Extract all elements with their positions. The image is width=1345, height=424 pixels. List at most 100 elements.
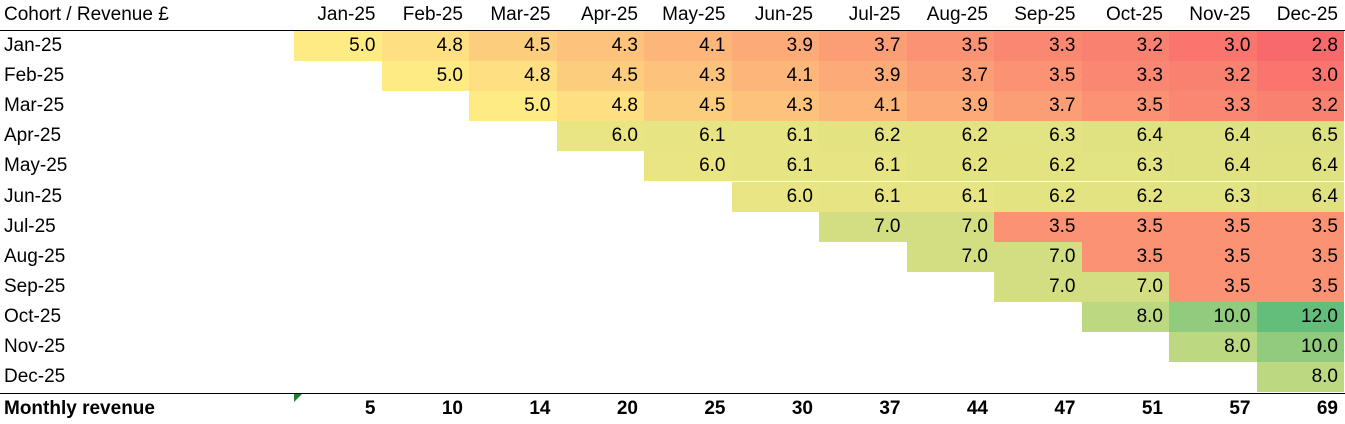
column-header: Feb-25 <box>402 4 463 25</box>
total-value: 51 <box>1141 398 1163 419</box>
heatmap-cell: 6.4 <box>1256 151 1344 182</box>
heatmap-cell: 6.4 <box>1081 121 1169 152</box>
heatmap-cell: 3.5 <box>1256 241 1344 272</box>
total-value: 10 <box>441 398 463 419</box>
heatmap-cell: 3.9 <box>819 61 907 92</box>
heatmap-cell: 4.3 <box>644 61 732 92</box>
heatmap-cell: 4.5 <box>556 61 644 92</box>
row-label: Jul-25 <box>4 215 56 237</box>
heatmap-cell: 4.1 <box>731 61 819 92</box>
heatmap-cell: 3.9 <box>906 91 994 122</box>
heatmap-cell: 7.0 <box>994 271 1082 302</box>
corner-header: Cohort / Revenue £ <box>4 4 169 25</box>
heatmap-cell: 3.5 <box>1169 241 1257 272</box>
heatmap-cell: 4.3 <box>731 91 819 122</box>
row-label: Feb-25 <box>4 65 65 87</box>
heatmap-cell: 4.8 <box>556 91 644 122</box>
total-row-label: Monthly revenue <box>4 398 155 419</box>
heatmap-cell: 12.0 <box>1256 301 1344 332</box>
heatmap-cell: 10.0 <box>1256 332 1344 362</box>
column-header: Jul-25 <box>848 4 901 25</box>
heatmap-cell: 6.2 <box>1081 181 1169 212</box>
heatmap-cell: 3.7 <box>994 91 1082 122</box>
heatmap-cell: 6.5 <box>1256 121 1344 152</box>
total-value: 57 <box>1229 398 1251 419</box>
heatmap-cell: 6.2 <box>994 181 1082 212</box>
total-value: 25 <box>704 398 726 419</box>
total-value: 69 <box>1316 398 1338 419</box>
heatmap-cell: 4.5 <box>469 31 557 61</box>
heatmap-cell: 3.7 <box>906 61 994 92</box>
heatmap-cell: 4.8 <box>469 61 557 92</box>
heatmap-cell: 5.0 <box>294 31 382 61</box>
heatmap-cell: 3.5 <box>1081 91 1169 122</box>
total-value: 37 <box>879 398 901 419</box>
column-header: Apr-25 <box>580 4 638 25</box>
heatmap-cell: 3.5 <box>1169 211 1257 242</box>
total-value: 14 <box>529 398 551 419</box>
heatmap-cell: 6.1 <box>906 181 994 212</box>
total-rule <box>0 393 1345 394</box>
heatmap-cell: 4.1 <box>819 91 907 122</box>
heatmap-cell: 6.1 <box>731 121 819 152</box>
heatmap-cell: 6.2 <box>819 121 907 152</box>
row-label: Apr-25 <box>4 125 62 147</box>
heatmap-cell: 3.2 <box>1256 91 1344 122</box>
heatmap-cell: 6.0 <box>556 121 644 152</box>
row-label: Jan-25 <box>4 35 63 56</box>
heatmap-cell: 3.7 <box>819 31 907 61</box>
total-value: 47 <box>1054 398 1076 419</box>
heatmap-cell: 4.5 <box>644 91 732 122</box>
total-value: 30 <box>791 398 813 419</box>
total-value: 5 <box>364 398 376 419</box>
heatmap-cell: 6.1 <box>819 151 907 182</box>
heatmap-cell: 7.0 <box>1081 271 1169 302</box>
heatmap-cell: 6.1 <box>819 181 907 212</box>
heatmap-cell: 3.3 <box>1169 91 1257 122</box>
heatmap-cell: 3.5 <box>994 61 1082 92</box>
row-label: Aug-25 <box>4 245 66 267</box>
heatmap-cell: 4.1 <box>644 31 732 61</box>
row-label: Dec-25 <box>4 366 66 388</box>
row-label: Jun-25 <box>4 185 63 207</box>
heatmap-cell: 4.8 <box>381 31 469 61</box>
heatmap-cell: 3.2 <box>1169 61 1257 92</box>
heatmap-cell: 3.3 <box>1081 61 1169 92</box>
heatmap-cell: 3.5 <box>994 211 1082 242</box>
heatmap-cell: 6.2 <box>994 151 1082 182</box>
heatmap-cell: 6.1 <box>644 121 732 152</box>
heatmap-cell: 3.0 <box>1256 61 1344 92</box>
comment-flag-icon <box>294 394 302 402</box>
heatmap-cell: 6.3 <box>1081 151 1169 182</box>
header-rule <box>0 30 1345 31</box>
heatmap-cell: 8.0 <box>1256 362 1344 393</box>
column-header: Mar-25 <box>490 4 551 25</box>
heatmap-cell: 6.4 <box>1169 121 1257 152</box>
heatmap-cell: 3.0 <box>1169 31 1257 61</box>
heatmap-cell: 6.3 <box>1169 181 1257 212</box>
heatmap-cell: 6.2 <box>906 151 994 182</box>
heatmap-cell: 3.5 <box>1081 241 1169 272</box>
heatmap-cell: 3.5 <box>1081 211 1169 242</box>
heatmap-cell: 6.2 <box>906 121 994 152</box>
heatmap-cell: 2.8 <box>1256 31 1344 61</box>
column-header: Dec-25 <box>1276 4 1338 25</box>
row-label: Nov-25 <box>4 336 66 357</box>
heatmap-cell: 8.0 <box>1169 332 1257 362</box>
heatmap-cell: 6.3 <box>994 121 1082 152</box>
heatmap-cell: 6.0 <box>731 181 819 212</box>
row-label: Sep-25 <box>4 275 66 297</box>
column-header: Jan-25 <box>317 4 376 25</box>
heatmap-cell: 3.3 <box>994 31 1082 61</box>
heatmap-cell: 6.4 <box>1169 151 1257 182</box>
column-header: May-25 <box>662 4 726 25</box>
heatmap-cell: 3.5 <box>1256 211 1344 242</box>
heatmap-cell: 7.0 <box>906 241 994 272</box>
heatmap-cell: 4.3 <box>556 31 644 61</box>
heatmap-cell: 8.0 <box>1081 301 1169 332</box>
heatmap-cell: 6.4 <box>1256 181 1344 212</box>
row-label: May-25 <box>4 155 68 177</box>
heatmap-cell: 3.5 <box>1169 271 1257 302</box>
total-value: 20 <box>616 398 638 419</box>
